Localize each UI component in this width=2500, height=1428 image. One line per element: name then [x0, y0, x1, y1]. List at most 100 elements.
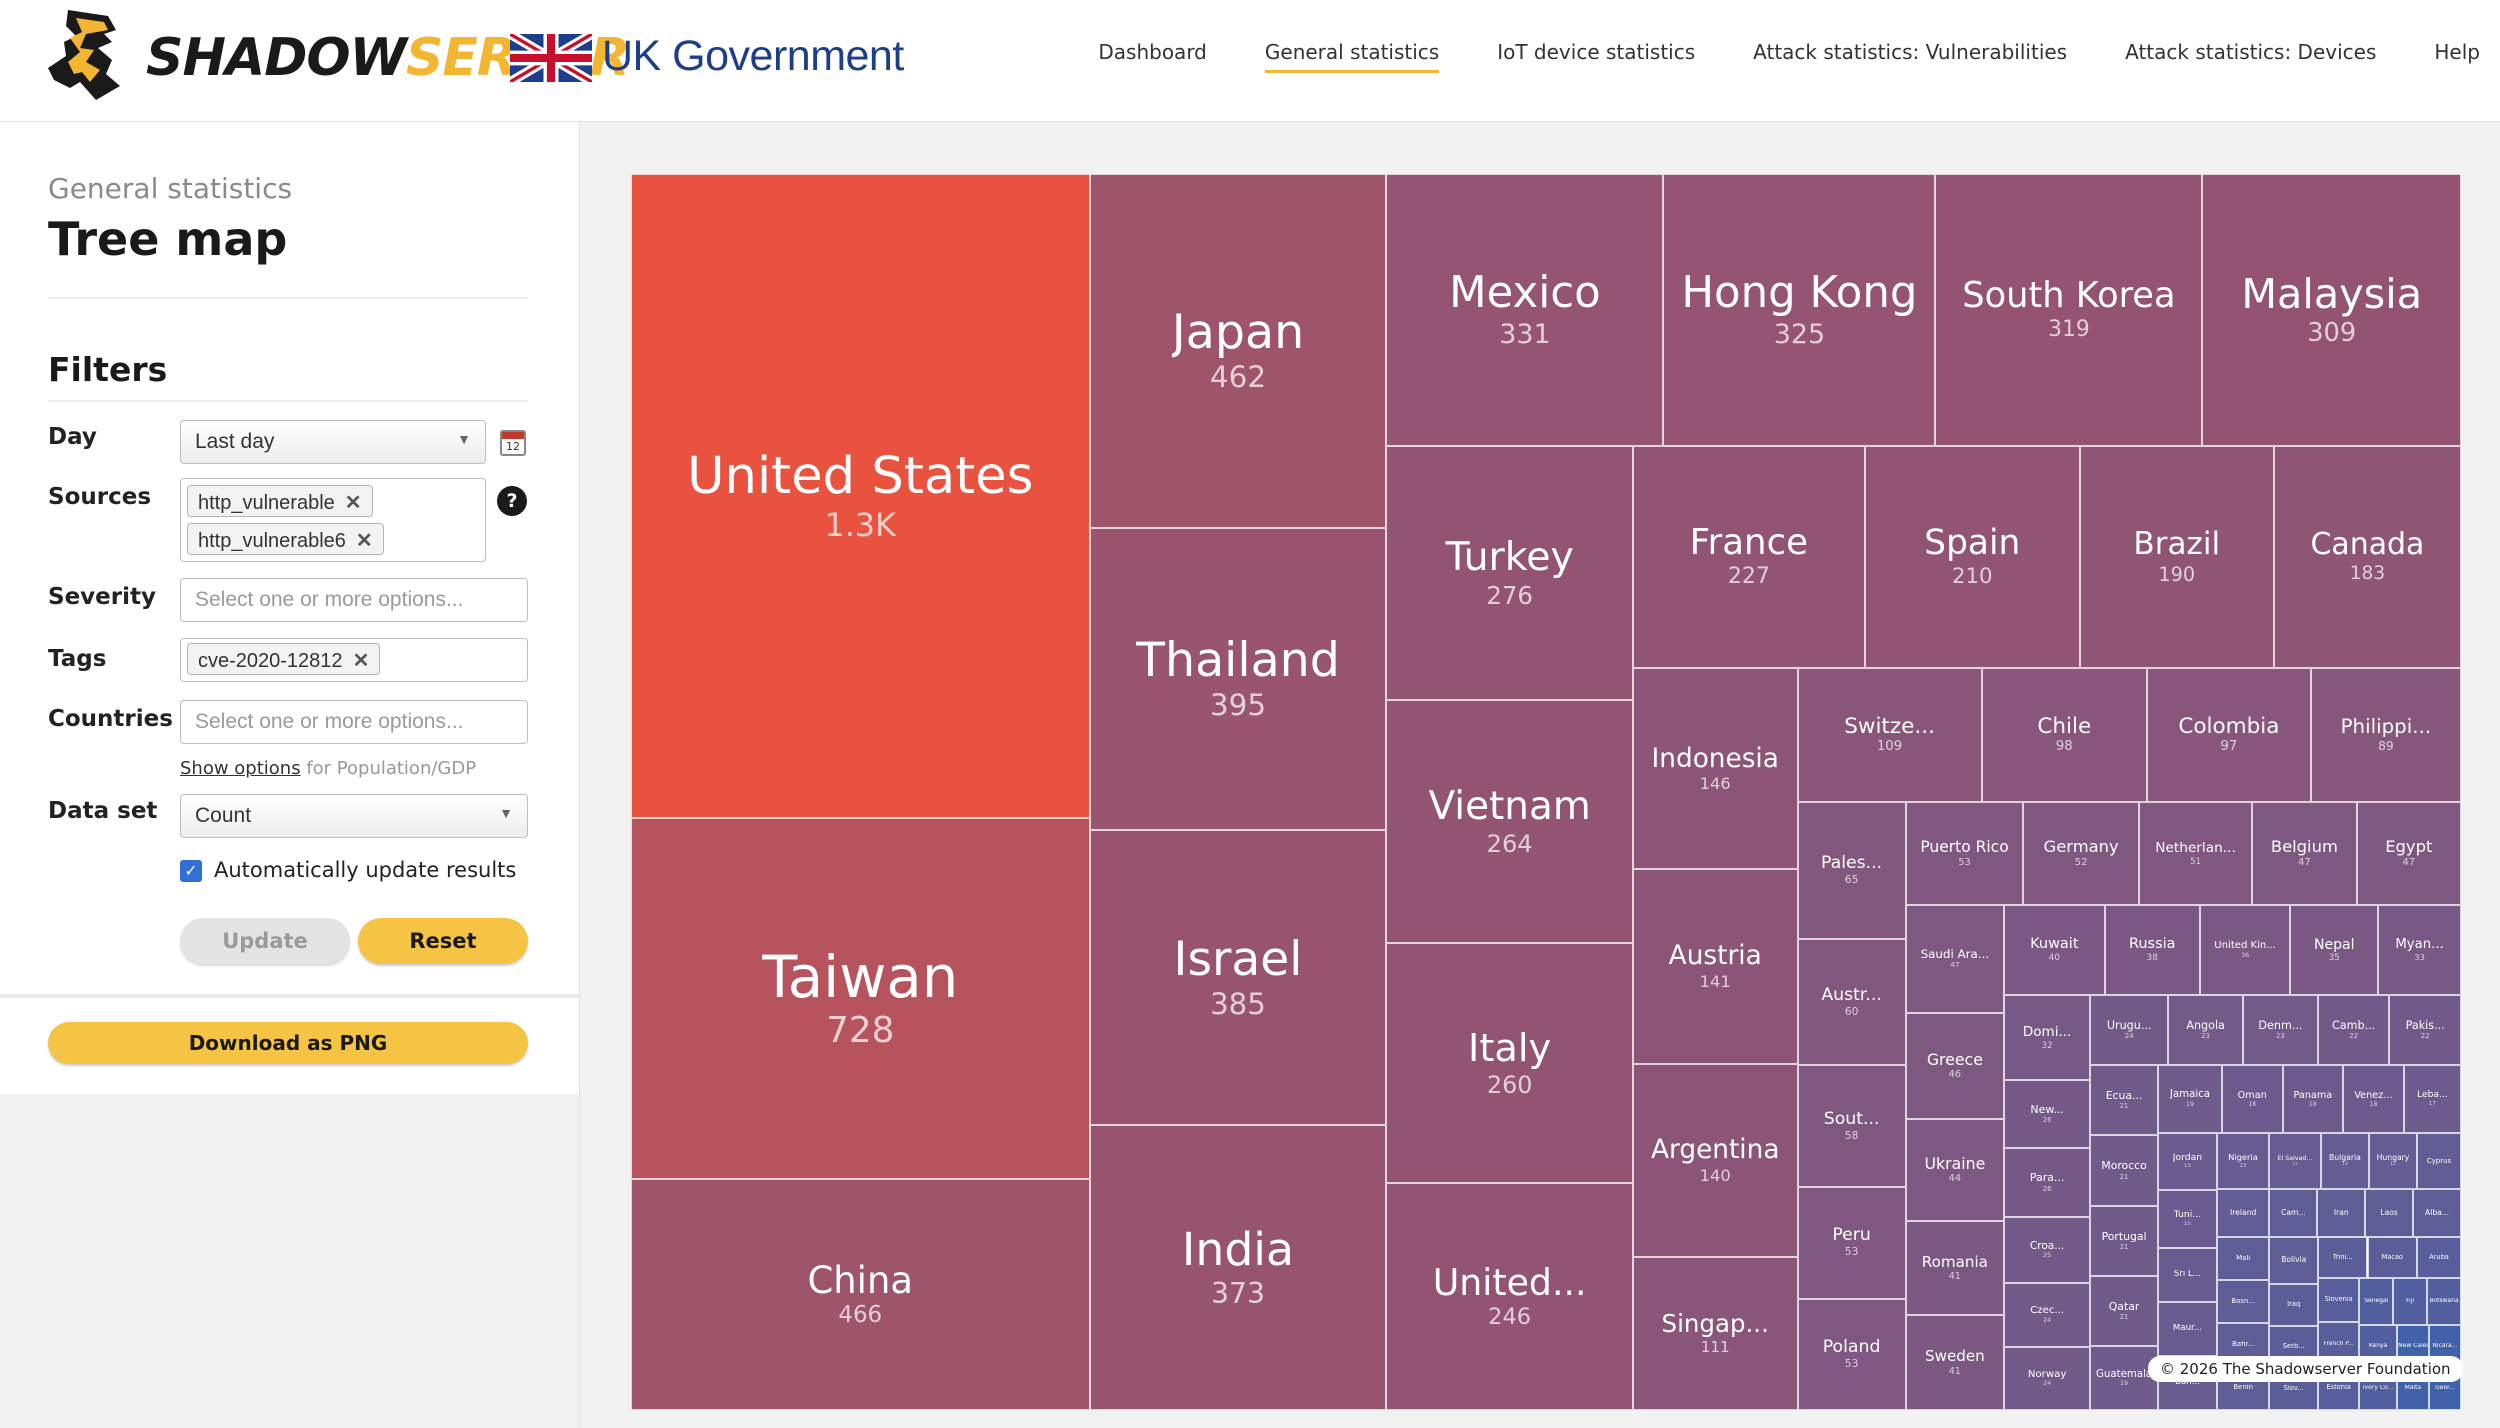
treemap-tile[interactable]: Singap... 111 [1632, 1256, 1798, 1410]
severity-input[interactable]: Select one or more options... [180, 578, 528, 622]
countries-input[interactable]: Select one or more options... [180, 700, 528, 744]
treemap-tile[interactable]: Maur... [2157, 1302, 2217, 1357]
treemap-tile[interactable]: Hong Kong 325 [1663, 174, 1936, 446]
treemap-tile[interactable]: Aruba [2417, 1236, 2461, 1279]
treemap-tile[interactable]: Nigeria 13 [2216, 1132, 2269, 1190]
reset-button[interactable]: Reset [358, 918, 528, 964]
treemap-tile[interactable]: Tuni... 15 [2157, 1190, 2217, 1249]
treemap-tile[interactable]: Alba... [2413, 1189, 2461, 1237]
treemap-tile[interactable]: Ukraine 44 [1905, 1119, 2005, 1221]
treemap-tile[interactable]: Panama 18 [2282, 1065, 2344, 1133]
nav-general-statistics[interactable]: General statistics [1264, 40, 1440, 73]
treemap-tile[interactable]: Iraq [2269, 1283, 2318, 1326]
treemap-tile[interactable]: Switze... 109 [1797, 667, 1982, 803]
treemap-tile[interactable]: Jamaica 19 [2157, 1065, 2222, 1133]
treemap-tile[interactable]: Trini... [2318, 1236, 2368, 1279]
shadowserver-logo[interactable]: SHADOWSERVER [46, 8, 630, 108]
treemap-tile[interactable]: United Kin... 36 [2199, 904, 2291, 996]
treemap-tile[interactable]: United... 246 [1386, 1183, 1633, 1410]
treemap-tile[interactable]: Bolivia [2269, 1236, 2318, 1284]
nav-attack-devices[interactable]: Attack statistics: Devices [2125, 40, 2377, 64]
treemap-tile[interactable]: Botswana [2427, 1278, 2461, 1326]
treemap-tile[interactable]: Leba... 17 [2403, 1065, 2461, 1133]
treemap-tile[interactable]: Ireland [2216, 1189, 2270, 1237]
show-options-link[interactable]: Show options [180, 758, 301, 779]
treemap-tile[interactable]: Mali [2216, 1236, 2270, 1281]
treemap-tile[interactable]: Macao [2367, 1236, 2417, 1279]
treemap-tile[interactable]: Philippi... 89 [2310, 667, 2461, 803]
treemap-tile[interactable]: India 373 [1089, 1124, 1387, 1410]
remove-icon[interactable]: ✕ [344, 492, 362, 514]
treemap-tile[interactable]: Venez... 18 [2343, 1065, 2404, 1133]
treemap-tile[interactable]: Thailand 395 [1089, 527, 1387, 830]
nav-dashboard[interactable]: Dashboard [1098, 40, 1207, 64]
treemap-tile[interactable]: Cam... [2269, 1189, 2318, 1237]
treemap-tile[interactable]: South Korea 319 [1935, 174, 2203, 446]
treemap-tile[interactable]: Sweden 41 [1905, 1315, 2005, 1410]
treemap-tile[interactable]: Egypt 47 [2356, 802, 2461, 905]
treemap-tile[interactable]: Angola 23 [2168, 995, 2244, 1066]
treemap-tile[interactable]: Japan 462 [1089, 174, 1387, 528]
treemap-tile[interactable]: China 466 [631, 1179, 1090, 1410]
treemap-tile[interactable]: Pales... 65 [1797, 802, 1906, 940]
download-png-button[interactable]: Download as PNG [48, 1022, 528, 1064]
treemap-tile[interactable]: Ecua... 21 [2090, 1065, 2158, 1136]
treemap-tile[interactable]: Saudi Ara... 47 [1905, 904, 2005, 1014]
treemap-tile[interactable]: Cyprus [2416, 1132, 2461, 1190]
treemap-tile[interactable]: Qatar 21 [2090, 1276, 2158, 1347]
treemap-tile[interactable]: Pakis... 22 [2389, 995, 2461, 1066]
treemap-tile[interactable]: Laos [2365, 1189, 2414, 1237]
treemap-tile[interactable]: Argentina 140 [1632, 1063, 1798, 1257]
treemap-tile[interactable]: Canada 183 [2273, 445, 2461, 668]
treemap-tile[interactable]: Portugal 21 [2090, 1205, 2158, 1277]
treemap-tile[interactable]: Norway 24 [2004, 1346, 2091, 1410]
treemap-tile[interactable]: Urugu... 24 [2090, 995, 2169, 1066]
treemap-tile[interactable]: Brazil 190 [2079, 445, 2274, 668]
treemap-tile[interactable]: Vietnam 264 [1386, 700, 1633, 944]
treemap-tile[interactable]: Taiwan 728 [631, 818, 1090, 1180]
treemap-tile[interactable]: New... 26 [2004, 1079, 2091, 1149]
treemap-tile[interactable]: Austria 141 [1632, 869, 1798, 1064]
remove-icon[interactable]: ✕ [355, 530, 373, 552]
treemap-tile[interactable]: Bosn... [2216, 1280, 2270, 1324]
treemap-tile[interactable]: Puerto Rico 53 [1905, 802, 2024, 905]
treemap-tile[interactable]: Mexico 331 [1386, 174, 1664, 446]
treemap-tile[interactable]: Czec... 24 [2004, 1283, 2091, 1347]
treemap-tile[interactable]: Kuwait 40 [2004, 904, 2105, 996]
dataset-select[interactable]: Count ▼ [180, 794, 528, 838]
treemap-tile[interactable]: Jordan 15 [2157, 1132, 2217, 1191]
treemap-tile[interactable]: Romania 41 [1905, 1220, 2005, 1316]
auto-update-checkbox[interactable]: ✓ [180, 860, 202, 882]
treemap-tile[interactable]: Morocco 21 [2090, 1135, 2158, 1206]
nav-help[interactable]: Help [2434, 40, 2480, 64]
help-icon[interactable]: ? [497, 486, 527, 516]
treemap-tile[interactable]: Myan... 33 [2378, 904, 2461, 996]
treemap-tile[interactable]: France 227 [1632, 445, 1865, 668]
treemap-tile[interactable]: Russia 38 [2104, 904, 2200, 996]
day-select[interactable]: Last day ▼ [180, 420, 486, 464]
treemap-tile[interactable]: Camb... 22 [2317, 995, 2390, 1066]
treemap-tile[interactable]: Iran [2317, 1189, 2366, 1237]
calendar-icon[interactable]: 12 [500, 430, 526, 456]
nav-attack-vulnerabilities[interactable]: Attack statistics: Vulnerabilities [1753, 40, 2068, 64]
treemap-tile[interactable]: Sout... 58 [1797, 1065, 1906, 1188]
treemap-tile[interactable]: Domi... 32 [2004, 995, 2091, 1080]
treemap-tile[interactable]: Oman 18 [2221, 1065, 2283, 1133]
treemap-tile[interactable]: Israel 385 [1089, 829, 1387, 1125]
treemap-tile[interactable]: El Salvad... 13 [2268, 1132, 2321, 1190]
sources-multiselect[interactable]: http_vulnerable ✕ http_vulnerable6 ✕ [180, 478, 486, 562]
treemap-tile[interactable]: Peru 53 [1797, 1187, 1906, 1299]
treemap-tile[interactable]: Slovenia [2318, 1278, 2360, 1323]
treemap-tile[interactable]: Greece 46 [1905, 1013, 2005, 1120]
treemap-tile[interactable]: Senegal [2359, 1278, 2394, 1326]
treemap-tile[interactable]: Fiji [2393, 1278, 2428, 1326]
nav-iot-device-statistics[interactable]: IoT device statistics [1497, 40, 1696, 64]
treemap-tile[interactable]: Para... 26 [2004, 1148, 2091, 1218]
treemap-tile[interactable]: Italy 260 [1386, 943, 1633, 1184]
remove-icon[interactable]: ✕ [352, 650, 370, 672]
treemap-tile[interactable]: Bulgaria 12 [2320, 1132, 2369, 1190]
treemap-tile[interactable]: Turkey 276 [1386, 445, 1633, 700]
treemap-tile[interactable]: Germany 52 [2023, 802, 2139, 905]
treemap-tile[interactable]: Malaysia 309 [2202, 174, 2461, 446]
treemap-tile[interactable]: Croa... 25 [2004, 1217, 2091, 1284]
